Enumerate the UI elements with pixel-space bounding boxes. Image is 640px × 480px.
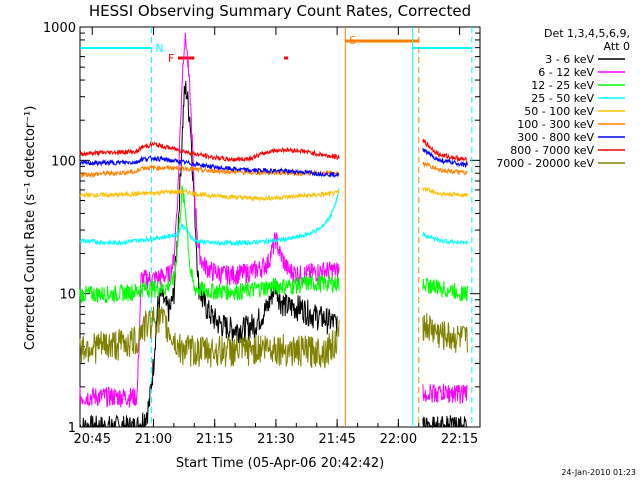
series-line <box>79 187 340 247</box>
x-tick-label: 21:15 <box>196 432 233 447</box>
legend-label: 7000 - 20000 keV <box>496 157 594 170</box>
series-line <box>79 32 340 408</box>
x-tick-label: 21:30 <box>257 432 294 447</box>
legend-label: 100 - 300 keV <box>517 118 594 131</box>
x-tick-label: 22:00 <box>380 432 417 447</box>
series-line-after-gap <box>422 383 468 405</box>
annotation-s: S <box>349 34 356 47</box>
legend-label: 12 - 25 keV <box>531 79 594 92</box>
series-line-after-gap <box>422 312 468 353</box>
series-line <box>79 141 340 163</box>
footer-timestamp: 24-Jan-2010 01:23 <box>561 468 636 477</box>
legend-label: 25 - 50 keV <box>531 92 594 105</box>
annotation-n: N <box>155 42 163 55</box>
series-line-after-gap <box>422 415 468 429</box>
y-axis-label: Corrected Count Rate (s⁻¹ detector⁻¹) <box>23 106 38 351</box>
series-line-after-gap <box>422 276 468 302</box>
series-line-after-gap <box>422 138 468 163</box>
x-tick-label: 21:45 <box>318 432 355 447</box>
series-line-after-gap <box>422 186 468 199</box>
series-line <box>79 187 340 203</box>
series-line <box>79 185 340 304</box>
legend-label: 300 - 800 keV <box>517 131 594 144</box>
plot-frame <box>79 26 481 428</box>
plot-area: 20:45 21:00 21:15 21:30 21:45 22:00 22:15 1 10 10… <box>43 21 481 447</box>
legend-label: 3 - 6 keV <box>545 53 594 66</box>
legend-header-line-1: Det 1,3,4,5,6,9, <box>544 27 630 40</box>
x-tick-label: 22:15 <box>441 432 478 447</box>
x-axis-label: Start Time (05-Apr-06 20:42:42) <box>176 456 384 471</box>
legend-header-line-2: Att 0 <box>604 40 630 53</box>
x-tick-label: 20:45 <box>74 432 111 447</box>
series-line-after-gap <box>422 232 468 246</box>
y-tick-label: 10 <box>59 288 76 303</box>
series-line <box>79 305 340 369</box>
series-line <box>79 155 340 179</box>
y-tick-label: 1000 <box>43 21 76 36</box>
x-tick-label: 21:00 <box>135 432 172 447</box>
chart-title: HESSI Observing Summary Count Rates, Cor… <box>89 2 471 20</box>
series-line-after-gap <box>422 161 468 176</box>
y-tick-label: 100 <box>51 154 76 169</box>
annotation-f: F <box>168 52 174 65</box>
legend-label: 6 - 12 keV <box>538 66 594 79</box>
series-line <box>79 81 338 429</box>
legend-label: 50 - 100 keV <box>524 105 594 118</box>
series-line-after-gap <box>422 147 468 169</box>
legend-label: 800 - 7000 keV <box>510 144 594 157</box>
y-tick-label: 1 <box>68 421 76 436</box>
